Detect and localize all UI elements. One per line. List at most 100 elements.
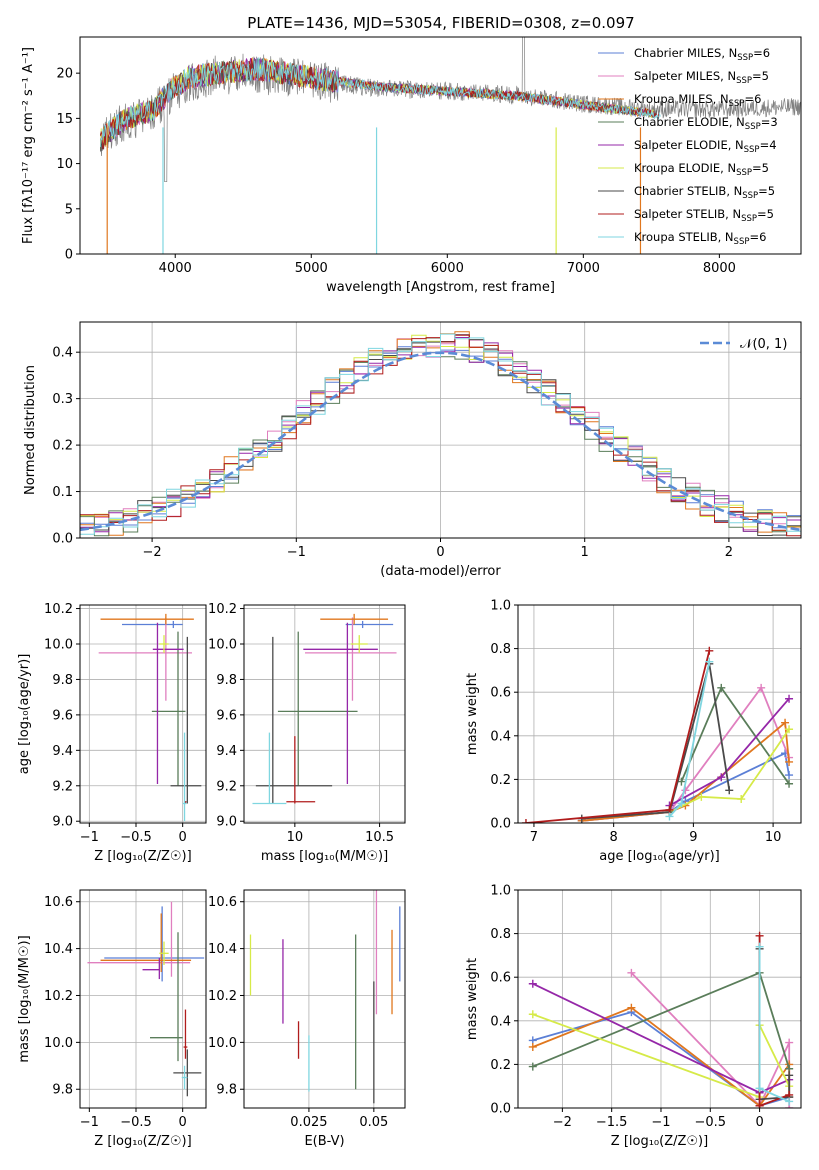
y-tick-label: 10.4: [44, 942, 73, 957]
y-tick-label: 0.6: [490, 971, 511, 986]
y-tick-label: 9.2: [52, 779, 73, 794]
mass-weight-point-marker: [785, 1097, 794, 1106]
weight-vs-z-panel: −2 −1.5 −1 −0.5 0 0.0 0.2 0.4 0.6 0.8 1.0 Z [log₁₀(…: [465, 884, 802, 1149]
y-tick-label: 0.4: [490, 1014, 511, 1029]
axes-frame: [517, 604, 802, 824]
mass-weight-point-marker: [717, 683, 726, 692]
mass-weight-point-marker: [755, 1101, 764, 1108]
mass-weight-series-line: [669, 728, 790, 813]
y-tick-label: 9.0: [216, 815, 237, 830]
mass-weight-point-marker: [785, 779, 794, 788]
y-tick-label: 0.1: [52, 485, 73, 500]
mass-weight-point-marker: [528, 979, 537, 988]
mass-weight-point-marker: [755, 931, 764, 940]
y-tick-label: 0.4: [490, 729, 511, 744]
y-axis-label: Flux [fλ10⁻¹⁷ erg cm⁻² s⁻¹ A⁻¹]: [21, 47, 36, 244]
x-tick-label: 0: [179, 830, 187, 845]
legend-entry: Chabrier MILES, NSSP=6: [634, 46, 770, 63]
y-tick-label: 0.3: [52, 392, 73, 407]
mass-weight-point-marker: [725, 786, 734, 795]
x-axis-label: Z [log₁₀(Z/Z☉)]: [94, 1134, 191, 1149]
age-vs-mass-panel: 10 10.5 9.0 9.2 9.4 9.6 9.8 10.0 10.2 mass [log₁₀…: [208, 602, 406, 864]
y-tick-label: 10.6: [44, 895, 73, 910]
y-tick-label: 1.0: [490, 884, 511, 899]
x-tick-label: 0: [755, 1115, 763, 1130]
x-tick-label: −1: [651, 1115, 670, 1130]
weight-vs-age-panel: 7 8 9 10 0.0 0.2 0.4 0.6 0.8 1.0 age [log₁₀(age/yr…: [465, 599, 802, 864]
legend-entry: Kroupa STELIB, NSSP=6: [634, 230, 766, 247]
y-tick-label: 9.8: [216, 673, 237, 688]
y-axis-label: mass weight: [465, 958, 480, 1040]
x-axis-label: wavelength [Angstrom, rest frame]: [326, 280, 555, 295]
x-tick-label: −0.5: [694, 1115, 726, 1130]
y-axis-label: mass weight: [465, 673, 480, 755]
y-tick-label: 10.0: [208, 1036, 237, 1051]
age-vs-z-panel: −1 −0.5 0 9.0 9.2 9.4 9.6 9.8 10.0 10.2 Z [log₁₀(Z…: [17, 602, 207, 864]
y-tick-label: 10.6: [208, 895, 237, 910]
legend-entry: Salpeter STELIB, NSSP=5: [634, 207, 774, 224]
mass-weight-point-marker: [677, 799, 686, 808]
mass-weight-point-marker: [785, 771, 794, 780]
mass-weight-point-marker: [697, 792, 706, 801]
x-axis-label: age [log₁₀(age/yr)]: [599, 849, 720, 864]
mass-weight-point-marker: [627, 968, 636, 977]
mass-weight-series-line: [581, 663, 731, 820]
x-tick-label: −1: [287, 545, 306, 560]
y-axis-label: age [log₁₀(age/yr)]: [17, 654, 32, 775]
x-tick-label: −2: [553, 1115, 572, 1130]
y-tick-label: 10.0: [44, 637, 73, 652]
legend-entry: Salpeter ELODIE, NSSP=4: [634, 138, 777, 155]
x-tick-label: 8: [610, 830, 618, 845]
mass-weight-point-marker: [528, 1010, 537, 1019]
mass-weight-point-marker: [528, 1062, 537, 1071]
x-tick-label: 10: [765, 830, 782, 845]
y-tick-label: 0.6: [490, 686, 511, 701]
x-tick-label: 7: [530, 830, 538, 845]
histogram-panel: −2 −1 0 1 2 0.0 0.1 0.2 0.3 0.4 (data-model)/error…: [23, 321, 802, 579]
y-tick-label: 5: [65, 202, 73, 217]
model-spectrum-line: [100, 58, 660, 150]
y-tick-label: 10.4: [208, 942, 237, 957]
axes-frame: [243, 604, 406, 824]
x-tick-label: 0.05: [359, 1115, 388, 1130]
mass-weight-point-marker: [755, 942, 764, 951]
y-tick-label: 0.0: [490, 1102, 511, 1117]
x-axis-label: (data-model)/error: [380, 564, 501, 579]
y-tick-label: 9.4: [52, 744, 73, 759]
x-tick-label: −1: [80, 1115, 99, 1130]
legend-entry: Kroupa ELODIE, NSSP=5: [634, 161, 769, 178]
legend-entry: Chabrier STELIB, NSSP=5: [634, 184, 775, 201]
y-tick-label: 0.0: [52, 532, 73, 547]
spectrum-legend: Chabrier MILES, NSSP=6 Salpeter MILES, NS…: [598, 46, 778, 247]
y-tick-label: 9.8: [52, 1083, 73, 1098]
x-axis-label: Z [log₁₀(Z/Z☉)]: [94, 849, 191, 864]
y-tick-label: 10: [56, 157, 73, 172]
mass-weight-series-line: [532, 1011, 790, 1107]
mass-weight-point-marker: [528, 1042, 537, 1051]
y-tick-label: 0.8: [490, 927, 511, 942]
x-tick-label: −0.5: [120, 1115, 152, 1130]
mass-weight-point-marker: [627, 1003, 636, 1012]
y-tick-label: 10.2: [208, 989, 237, 1004]
mass-weight-point-marker: [677, 777, 686, 786]
y-tick-label: 0.0: [490, 817, 511, 832]
mass-weight-point-marker: [521, 819, 530, 823]
x-tick-label: 2: [725, 545, 733, 560]
y-tick-label: 0.2: [52, 439, 73, 454]
y-axis-label: Normed distribution: [23, 365, 38, 495]
mass-vs-z-panel: −1 −0.5 0 9.8 10.0 10.2 10.4 10.6 Z [log₁₀(Z/Z☉)…: [17, 889, 207, 1149]
legend-entry: Chabrier ELODIE, NSSP=3: [634, 115, 778, 132]
y-axis-label: mass [log₁₀(M/M☉)]: [17, 935, 32, 1062]
mass-weight-point-marker: [665, 812, 674, 821]
mass-weight-point-marker: [717, 773, 726, 782]
x-tick-label: 10.5: [365, 830, 394, 845]
mass-weight-point-marker: [781, 718, 790, 727]
mass-weight-point-marker: [785, 757, 794, 766]
mass-weight-point-marker: [737, 795, 746, 804]
y-tick-label: 10.0: [44, 1036, 73, 1051]
x-tick-label: 7000: [567, 261, 600, 276]
y-tick-label: 0: [65, 248, 73, 263]
y-tick-label: 9.0: [52, 815, 73, 830]
x-axis-label: mass [log₁₀(M/M☉)]: [261, 849, 388, 864]
